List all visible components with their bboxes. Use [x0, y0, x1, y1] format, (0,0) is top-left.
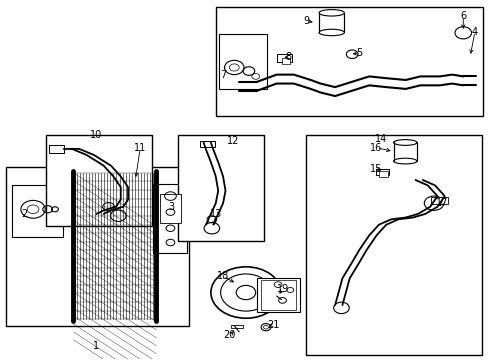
Ellipse shape — [393, 158, 417, 164]
Text: 14: 14 — [375, 134, 388, 144]
Text: 16: 16 — [370, 143, 383, 153]
Bar — [282, 58, 290, 64]
Text: 12: 12 — [227, 136, 239, 146]
Ellipse shape — [393, 140, 417, 145]
Bar — [319, 13, 344, 32]
Bar — [306, 135, 482, 355]
Bar — [219, 33, 267, 89]
Text: 2: 2 — [22, 209, 28, 219]
Bar — [160, 194, 181, 223]
Bar — [153, 184, 187, 253]
Bar — [431, 197, 448, 203]
Text: 3: 3 — [168, 202, 174, 212]
Text: 19: 19 — [277, 284, 289, 294]
Text: 4: 4 — [472, 27, 478, 37]
Bar — [46, 135, 152, 226]
Text: 15: 15 — [370, 164, 383, 174]
Text: 5: 5 — [356, 48, 363, 58]
Bar — [379, 171, 388, 177]
Bar — [178, 135, 264, 241]
Bar — [12, 185, 63, 237]
Bar — [261, 280, 296, 310]
Text: 7: 7 — [220, 69, 226, 80]
Ellipse shape — [319, 29, 344, 36]
Text: 10: 10 — [90, 130, 102, 140]
Bar — [6, 167, 189, 327]
Bar — [277, 54, 292, 62]
Text: 21: 21 — [267, 320, 279, 330]
Text: 1: 1 — [93, 341, 99, 351]
Text: 8: 8 — [286, 52, 292, 62]
Ellipse shape — [319, 10, 344, 16]
Text: 20: 20 — [223, 330, 236, 341]
Bar — [257, 278, 300, 312]
Bar — [200, 141, 215, 147]
Bar — [375, 168, 389, 175]
Text: 9: 9 — [304, 16, 310, 26]
Bar — [216, 7, 483, 116]
Bar — [231, 325, 243, 328]
Text: 11: 11 — [134, 143, 147, 153]
Bar — [49, 145, 64, 153]
Bar — [393, 143, 417, 161]
Text: 6: 6 — [460, 11, 466, 21]
Text: 17: 17 — [436, 198, 448, 208]
Text: 18: 18 — [217, 271, 229, 282]
Text: 13: 13 — [210, 209, 222, 219]
